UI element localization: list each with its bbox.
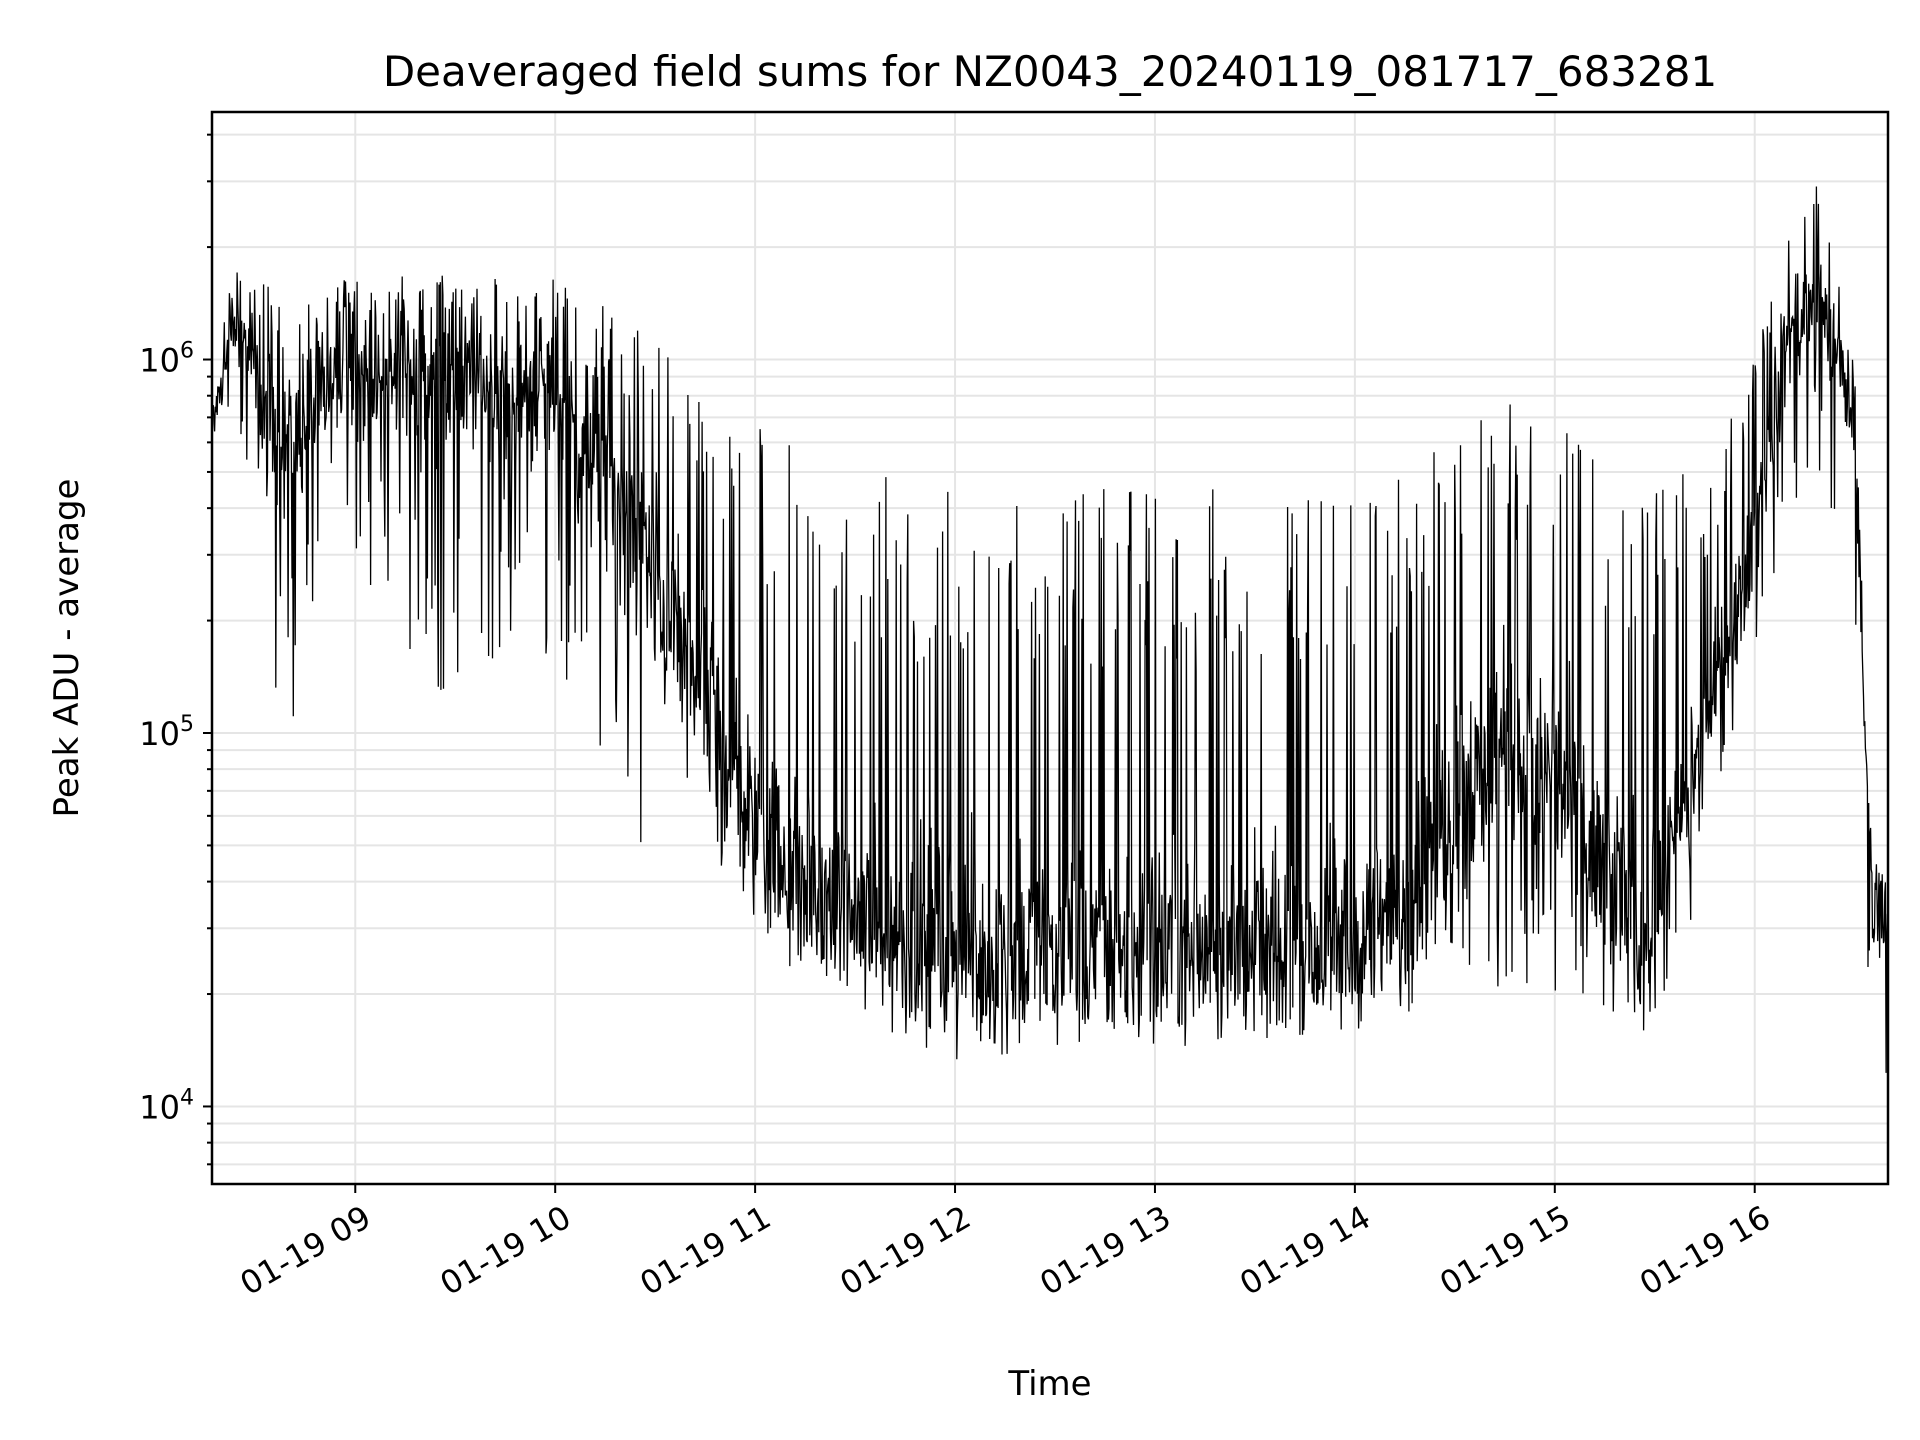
y-axis: 104 105 106 [139,133,212,1166]
plot-frame [210,110,1890,1186]
x-tick-label: 01-19 15 [1433,1198,1577,1303]
x-tick-label: 01-19 13 [1033,1198,1177,1303]
y-axis-label: Peak ADU - average [47,479,87,818]
x-tick-label: 01-19 16 [1633,1198,1777,1303]
x-tick-label: 01-19 14 [1233,1198,1377,1303]
y-tick-label: 104 [139,1085,194,1126]
x-tick-label: 01-19 11 [634,1198,778,1303]
x-tick-label: 01-19 09 [234,1198,378,1303]
y-tick-label: 106 [139,339,194,380]
x-tick-label: 01-19 10 [434,1198,578,1303]
x-axis-label: Time [1007,1364,1091,1404]
x-axis: 01-19 09 01-19 10 01-19 11 01-19 12 01-19 13… [234,1184,1777,1303]
series-line [211,186,1889,1073]
series-line-group [211,186,1889,1073]
chart-title: Deaveraged field sums for NZ0043_2024011… [383,47,1717,96]
x-tick-label: 01-19 12 [833,1198,977,1303]
grid-lines [212,112,1888,1184]
y-tick-label: 105 [139,712,194,753]
